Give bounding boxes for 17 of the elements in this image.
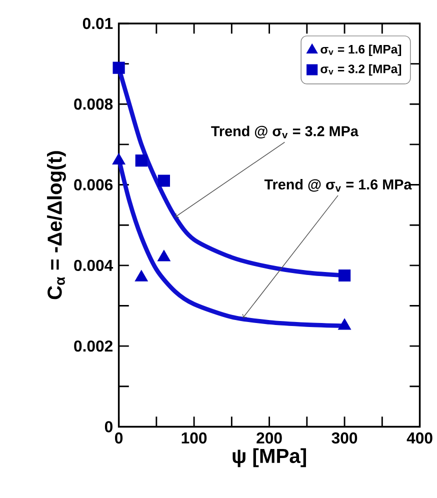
y-tick-label: 0.002 (74, 340, 112, 352)
y-tick-label: 0.008 (74, 98, 112, 110)
x-tick-label: 0 (114, 432, 122, 444)
y-tick-label: 0.006 (74, 179, 112, 190)
x-tick-label: 100 (182, 432, 206, 444)
annotation: Trend @ σ$_{v}$ = 3.2 MPa (210, 126, 358, 138)
x-axis-title: ψ [MPa] (232, 448, 306, 468)
legend-label: σ$_{v}$ = 3.2 [MPa] (320, 64, 401, 76)
y-tick-label: 0.004 (74, 260, 113, 272)
x-tick-label: 400 (406, 432, 432, 444)
y-axis-title: C$_{α}$ = -Δe/Δlog(t) (46, 151, 66, 300)
annotation: Trend @ σ$_{v}$ = 1.6 MPa (264, 178, 412, 192)
y-tick-label: 0.01 (82, 18, 113, 30)
x-tick-label: 300 (332, 432, 357, 444)
legend-label: σ$_{v}$ = 1.6 [MPa] (320, 44, 401, 56)
y-tick-label: 0 (104, 421, 112, 432)
x-tick-label: 200 (256, 432, 282, 444)
